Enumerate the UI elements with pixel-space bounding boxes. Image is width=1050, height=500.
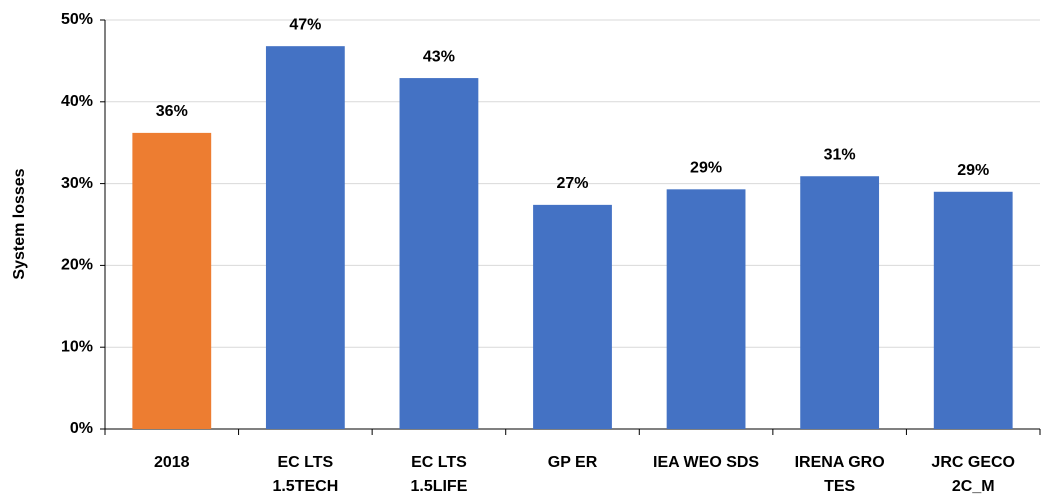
data-label: 29%: [957, 162, 989, 179]
data-label: 47%: [289, 16, 321, 33]
x-tick-label-line: 2018: [154, 454, 190, 471]
data-label: 43%: [423, 48, 455, 65]
y-tick-label: 20%: [61, 257, 93, 274]
x-tick-label-line: 2C_M: [952, 478, 995, 495]
bar: [132, 132, 212, 429]
x-tick-label: 2018: [154, 454, 190, 471]
bar: [399, 78, 479, 429]
x-tick-label-line: IEA WEO SDS: [653, 454, 759, 471]
bar: [800, 176, 880, 429]
x-tick-label-line: JRC GECO: [931, 454, 1015, 471]
x-tick-label: GP ER: [548, 454, 598, 471]
data-label: 29%: [690, 160, 722, 177]
bar: [533, 204, 612, 429]
x-tick-label-line: GP ER: [548, 454, 598, 471]
y-axis-label: System losses: [11, 168, 28, 279]
x-tick-label: IRENA GRO TES: [795, 454, 885, 495]
y-tick-label: 30%: [61, 175, 93, 192]
data-label: 36%: [156, 103, 188, 120]
x-tick-label: JRC GECO 2C_M: [931, 454, 1015, 495]
x-tick-label: IEA WEO SDS: [653, 454, 759, 471]
x-tick-label-line: TES: [824, 478, 855, 495]
data-label: 27%: [556, 175, 588, 192]
bar: [933, 191, 1013, 429]
bar: [666, 189, 746, 429]
bar: [265, 46, 345, 430]
y-tick-label: 50%: [61, 11, 93, 28]
x-tick-label: EC LTS 1.5TECH: [272, 454, 338, 495]
x-tick-label-line: EC LTS: [278, 454, 334, 471]
data-label: 31%: [824, 146, 856, 163]
x-tick-label-line: IRENA GRO: [795, 454, 885, 471]
y-tick-label: 0%: [70, 420, 93, 437]
y-tick-label: 40%: [61, 93, 93, 110]
y-tick-label: 10%: [61, 338, 93, 355]
x-tick-label: EC LTS 1.5LIFE: [410, 454, 467, 495]
x-tick-label-line: 1.5LIFE: [410, 478, 467, 495]
x-tick-label-line: 1.5TECH: [272, 478, 338, 495]
x-tick-label-line: EC LTS: [411, 454, 467, 471]
